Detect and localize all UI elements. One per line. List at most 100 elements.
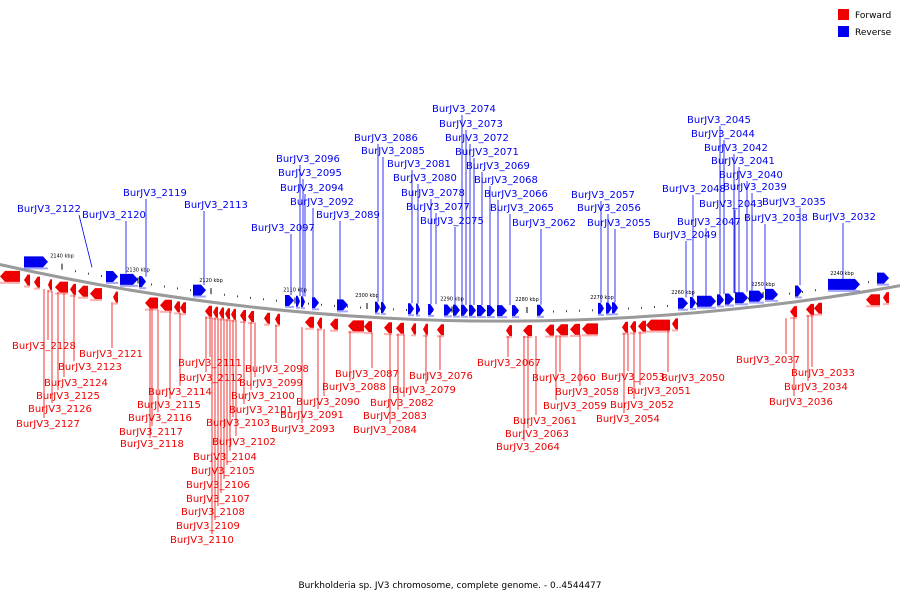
forward-gene-arrow — [866, 294, 880, 306]
gene-shadow — [317, 328, 322, 331]
gene-shadow — [866, 305, 880, 308]
forward-gene-arrow — [348, 320, 364, 332]
gene-shadow — [34, 287, 40, 290]
gene-shadow — [622, 332, 628, 335]
forward-gene-label: BurJV3_2033 — [791, 368, 855, 379]
gene-shadow — [598, 313, 604, 316]
genome-caption: Burkholderia sp. JV3 chromosome, complet… — [298, 581, 601, 591]
axis-dot — [641, 306, 642, 309]
axis-dot — [696, 302, 697, 305]
axis-dot — [360, 306, 361, 309]
gene-shadow — [506, 336, 512, 339]
forward-gene-arrow — [24, 274, 30, 286]
forward-gene-arrow — [523, 324, 532, 336]
gene-shadow — [638, 331, 646, 334]
forward-gene-label: BurJV3_2112 — [179, 373, 243, 384]
axis-dot — [88, 272, 89, 275]
forward-gene-label: BurJV3_2125 — [36, 391, 100, 402]
forward-gene-label: BurJV3_2098 — [245, 364, 309, 375]
axis-dot — [579, 309, 580, 312]
axis-dot — [177, 287, 178, 290]
reverse-gene-arrow — [828, 278, 860, 290]
reverse-gene-arrow — [416, 303, 420, 315]
axis-tick-label: 2140 kbp — [50, 254, 74, 260]
axis-tick-label: 2280 kbp — [515, 297, 539, 303]
gene-shadow — [795, 296, 802, 299]
reverse-gene-label: BurJV3_2049 — [653, 230, 717, 241]
reverse-gene-arrow — [428, 303, 434, 315]
forward-gene-arrow — [34, 276, 40, 288]
forward-gene-label: BurJV3_2087 — [335, 369, 399, 380]
reverse-gene-label: BurJV3_2092 — [290, 197, 354, 208]
reverse-gene-arrow — [765, 288, 778, 300]
forward-gene-label: BurJV3_2084 — [353, 425, 417, 436]
forward-gene-label: BurJV3_2067 — [477, 358, 541, 369]
reverse-gene-label: BurJV3_2080 — [393, 173, 457, 184]
axis-tick-label: 2110 kbp — [283, 287, 307, 293]
forward-gene-label: BurJV3_2060 — [532, 373, 596, 384]
gene-shadow — [477, 316, 486, 319]
reverse-gene-label: BurJV3_2069 — [466, 161, 530, 172]
axis-dot — [75, 270, 76, 273]
forward-gene-arrow — [570, 323, 580, 335]
reverse-gene-arrow — [381, 301, 386, 313]
forward-gene-arrow — [145, 297, 158, 309]
gene-shadow — [428, 314, 434, 317]
gene-shadow — [806, 314, 814, 317]
forward-gene-label: BurJV3_2050 — [661, 373, 725, 384]
reverse-gene-label: BurJV3_2122 — [17, 204, 81, 215]
reverse-gene-arrow — [285, 294, 294, 306]
forward-gene-arrow — [622, 321, 628, 333]
forward-gene-label: BurJV3_2034 — [784, 382, 848, 393]
forward-gene-arrow — [0, 270, 20, 282]
reverse-gene-arrow — [735, 292, 748, 304]
forward-gene-arrow — [556, 324, 568, 336]
forward-gene-arrow — [364, 321, 372, 333]
gene-shadow — [556, 335, 568, 338]
gene-shadow — [24, 267, 48, 270]
gene-shadow — [437, 335, 444, 338]
forward-gene-label: BurJV3_2121 — [79, 349, 143, 360]
gene-shadow — [735, 303, 748, 306]
gene-shadow — [305, 327, 314, 330]
reverse-gene-arrow — [106, 270, 118, 282]
forward-gene-arrow — [317, 317, 322, 329]
forward-gene-arrow — [55, 281, 68, 293]
axis-dot — [224, 293, 225, 296]
gene-shadow — [213, 317, 218, 320]
gene-shadow — [330, 329, 338, 332]
forward-gene-label: BurJV3_2105 — [191, 466, 255, 477]
reverse-gene-label: BurJV3_2062 — [512, 218, 576, 229]
forward-gene-arrow — [638, 320, 646, 332]
forward-gene-arrow — [78, 285, 88, 297]
gene-shadow — [423, 334, 428, 337]
gene-shadow — [545, 335, 554, 338]
axis-dot — [347, 305, 348, 308]
forward-gene-label: BurJV3_2063 — [505, 429, 569, 440]
reverse-gene-label: BurJV3_2119 — [123, 188, 187, 199]
axis-dot — [789, 292, 790, 295]
gene-shadow — [690, 307, 696, 310]
reverse-gene-arrow — [296, 295, 300, 307]
reverse-gene-arrow — [337, 299, 348, 311]
reverse-label-leader — [78, 214, 93, 268]
forward-gene-label: BurJV3_2099 — [239, 378, 303, 389]
gene-shadow — [240, 321, 246, 324]
gene-shadow — [814, 313, 822, 316]
forward-gene-arrow — [174, 301, 180, 313]
axis-tick-label: 2270 kbp — [590, 295, 614, 301]
reverse-gene-label: BurJV3_2065 — [490, 203, 554, 214]
axis-tick-label: 2130 kbp — [126, 267, 150, 273]
reverse-gene-arrow — [139, 276, 146, 288]
axis-tick-label: 2240 kbp — [830, 271, 854, 277]
gene-shadow — [24, 285, 30, 288]
reverse-gene-label: BurJV3_2085 — [361, 146, 425, 157]
axis-dot — [334, 304, 335, 307]
reverse-gene-arrow — [375, 301, 380, 313]
axis-dot — [151, 283, 152, 286]
axis-tick-label: 2300 kbp — [355, 293, 379, 299]
forward-gene-label: BurJV3_2101 — [229, 405, 293, 416]
gene-shadow — [672, 329, 678, 332]
forward-gene-arrow — [883, 292, 889, 304]
reverse-gene-arrow — [690, 296, 696, 308]
